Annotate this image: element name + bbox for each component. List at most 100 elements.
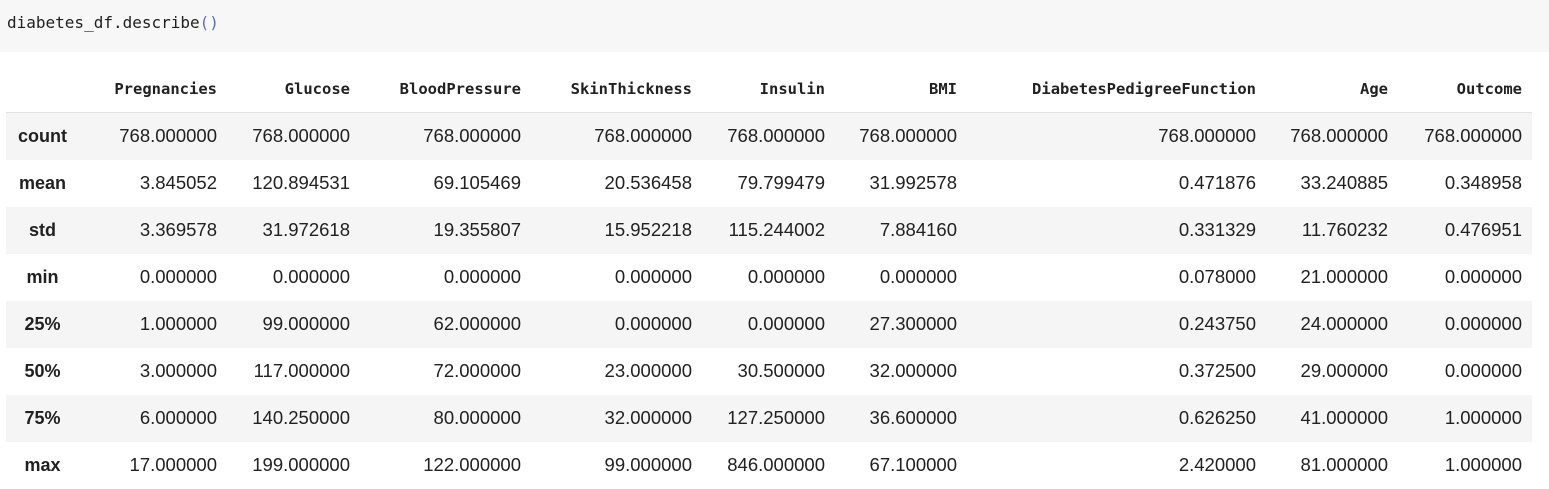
table-cell: 0.471876: [1178, 172, 1256, 193]
table-cell: 768.000000: [119, 125, 217, 147]
table-cell: 0.000000: [139, 266, 217, 287]
table-cell: 0.331329: [1178, 219, 1256, 240]
open-paren: (: [199, 13, 210, 32]
row-label: 25%: [24, 313, 61, 334]
table-cell: 36.600000: [869, 407, 957, 428]
table-cell: 33.240885: [1300, 172, 1388, 193]
table-cell: 0.626250: [1178, 407, 1256, 428]
table-cell: 0.476951: [1444, 219, 1522, 240]
column-header: Pregnancies: [79, 66, 227, 113]
table-cell: 117.000000: [253, 360, 350, 381]
row-label: 75%: [24, 407, 61, 428]
row-label: max: [24, 454, 61, 475]
table-cell: 768.000000: [1290, 125, 1388, 147]
table-cell: 0.000000: [747, 266, 825, 287]
table-cell: 69.105469: [433, 172, 521, 193]
table-cell: 127.250000: [727, 407, 825, 428]
row-label: min: [26, 266, 59, 287]
table-cell: 15.952218: [604, 219, 692, 240]
table-cell: 7.884160: [879, 219, 957, 240]
header-row: Pregnancies Glucose BloodPressure SkinTh…: [6, 66, 1532, 113]
table-cell: 11.760232: [1301, 219, 1388, 240]
table-cell: 768.000000: [252, 125, 350, 147]
describe-table: Pregnancies Glucose BloodPressure SkinTh…: [6, 66, 1532, 489]
table-cell: 62.000000: [433, 313, 521, 334]
table-cell: 67.100000: [869, 454, 957, 475]
table-cell: 140.250000: [252, 407, 350, 428]
table-cell: 3.369578: [139, 219, 217, 240]
code-text: diabetes_df.describe: [7, 13, 200, 32]
table-cell: 1.000000: [1444, 407, 1522, 428]
table-row: 75% 6.000000 140.250000 80.000000 32.000…: [6, 394, 1532, 442]
table-row: count 768.000000 768.000000 768.000000 7…: [6, 112, 1532, 160]
table-cell: 846.000000: [727, 454, 825, 475]
column-header: Insulin: [702, 66, 835, 113]
table-cell: 1.000000: [139, 313, 217, 334]
table-cell: 0.078000: [1178, 266, 1256, 287]
table-cell: 768.000000: [859, 125, 957, 147]
table-cell: 32.000000: [869, 360, 957, 381]
table-row: mean 3.845052 120.894531 69.105469 20.53…: [6, 159, 1532, 207]
code-line: diabetes_df.describe(): [7, 13, 219, 32]
table-cell: 0.243750: [1178, 313, 1256, 334]
table-cell: 0.372500: [1178, 360, 1256, 381]
table-cell: 768.000000: [594, 125, 692, 147]
table-cell: 20.536458: [604, 172, 692, 193]
table-cell: 21.000000: [1300, 266, 1388, 287]
column-header: DiabetesPedigreeFunction: [967, 66, 1266, 113]
table-cell: 0.348958: [1444, 172, 1522, 193]
close-paren: ): [209, 13, 219, 32]
table-cell: 0.000000: [1444, 313, 1522, 334]
table-cell: 199.000000: [252, 454, 350, 475]
table-cell: 17.000000: [129, 454, 217, 475]
table-cell: 0.000000: [443, 266, 521, 287]
code-cell[interactable]: diabetes_df.describe(): [0, 0, 1549, 52]
table-cell: 0.000000: [614, 266, 692, 287]
table-row: 25% 1.000000 99.000000 62.000000 0.00000…: [6, 300, 1532, 348]
table-cell: 1.000000: [1444, 454, 1522, 475]
column-header: Glucose: [227, 66, 360, 113]
table-row: 50% 3.000000 117.000000 72.000000 23.000…: [6, 347, 1532, 395]
table-row: std 3.369578 31.972618 19.355807 15.9522…: [6, 206, 1532, 254]
table-cell: 31.972618: [262, 219, 350, 240]
table-cell: 79.799479: [737, 172, 825, 193]
table-cell: 0.000000: [1444, 360, 1522, 381]
corner-header: [6, 66, 79, 113]
table-cell: 19.355807: [433, 219, 521, 240]
table-cell: 99.000000: [262, 313, 350, 334]
table-row: max 17.000000 199.000000 122.000000 99.0…: [6, 441, 1532, 489]
table-cell: 99.000000: [604, 454, 692, 475]
row-label: count: [18, 125, 67, 146]
table-cell: 120.894531: [252, 172, 350, 193]
table-cell: 768.000000: [727, 125, 825, 147]
cell-output: Pregnancies Glucose BloodPressure SkinTh…: [6, 66, 1532, 489]
table-cell: 32.000000: [604, 407, 692, 428]
table-cell: 80.000000: [433, 407, 521, 428]
column-header: Outcome: [1398, 66, 1532, 113]
table-cell: 768.000000: [1158, 125, 1256, 147]
table-cell: 3.000000: [139, 360, 217, 381]
table-cell: 29.000000: [1300, 360, 1388, 381]
table-cell: 768.000000: [423, 125, 521, 147]
table-cell: 31.992578: [869, 172, 957, 193]
table-cell: 0.000000: [614, 313, 692, 334]
table-cell: 0.000000: [747, 313, 825, 334]
column-header: SkinThickness: [531, 66, 702, 113]
row-label: 50%: [24, 360, 61, 381]
table-cell: 30.500000: [737, 360, 825, 381]
table-cell: 768.000000: [1424, 125, 1522, 147]
column-header: BMI: [835, 66, 967, 113]
row-label: mean: [18, 172, 67, 193]
table-cell: 122.000000: [423, 454, 521, 475]
table-cell: 72.000000: [433, 360, 521, 381]
table-cell: 24.000000: [1300, 313, 1388, 334]
table-row: min 0.000000 0.000000 0.000000 0.000000 …: [6, 253, 1532, 301]
table-cell: 41.000000: [1300, 407, 1388, 428]
table-cell: 0.000000: [1444, 266, 1522, 287]
table-cell: 0.000000: [272, 266, 350, 287]
table-cell: 0.000000: [879, 266, 957, 287]
table-cell: 6.000000: [139, 407, 217, 428]
table-cell: 23.000000: [604, 360, 692, 381]
column-header: BloodPressure: [360, 66, 531, 113]
row-label: std: [29, 219, 56, 240]
